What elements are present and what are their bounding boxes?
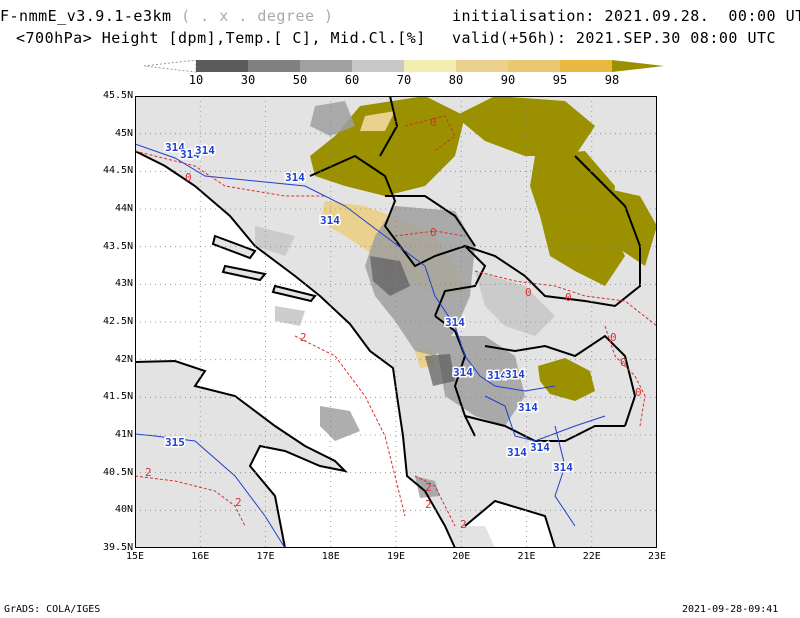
- lon-label: 23E: [647, 551, 667, 562]
- temp-contour-label: 2: [300, 331, 307, 344]
- temp-contour-label: 0: [620, 356, 627, 369]
- height-contour-label: 314: [453, 366, 473, 379]
- colorbar: [144, 60, 664, 73]
- lon-label: 22E: [582, 551, 601, 562]
- colorbar-tick-label: 50: [292, 73, 308, 87]
- colorbar-segment: [300, 60, 352, 72]
- height-contour-label: 314: [530, 441, 550, 454]
- temp-contours: [135, 115, 657, 527]
- temp-contour-label: 0: [565, 291, 572, 304]
- colorbar-segment: [404, 60, 456, 72]
- colorbar-tick-label: 98: [604, 73, 620, 87]
- height-contour-label: 314: [445, 316, 465, 329]
- lat-label: 45.5N: [103, 90, 134, 101]
- land-greece: [425, 491, 495, 548]
- lon-label: 18E: [321, 551, 340, 562]
- colorbar-segment: [196, 60, 248, 72]
- height-contour-label: 314: [165, 141, 185, 154]
- model-title: F-nmmE_v3.9.1-e3km ( . x . degree ): [0, 7, 334, 25]
- colorbar-tick-label: 90: [500, 73, 516, 87]
- height-contour-label: 314: [487, 369, 507, 382]
- height-contour-label: 314: [285, 171, 305, 184]
- colorbar-segment: [352, 60, 404, 72]
- colorbar-right-arrow: [612, 60, 664, 72]
- lat-label: 44.5N: [103, 165, 134, 177]
- temp-contour-label: 2: [145, 466, 152, 479]
- lat-label: 43.5N: [103, 240, 134, 252]
- lat-label: 40N: [114, 504, 133, 516]
- height-contour-label: 315: [165, 436, 185, 449]
- temp-contour-label: 2: [425, 498, 432, 511]
- map-frame: [135, 96, 657, 548]
- lat-label: 41N: [114, 429, 133, 440]
- lat-label: 42N: [114, 353, 133, 365]
- temp-contour-label: 0: [430, 116, 437, 129]
- initialisation-line: initialisation: 2021.09.28. 00:00 UTC: [452, 7, 800, 25]
- land-islands: [211, 234, 317, 303]
- lat-label: 43N: [114, 278, 133, 290]
- lat-label: 40.5N: [103, 466, 134, 478]
- temp-contour-label: 2: [425, 481, 432, 494]
- lat-label: 41.5N: [103, 391, 134, 403]
- temp-contour-label: 0: [430, 226, 437, 239]
- temp-contour-label: 0: [525, 286, 532, 299]
- lon-label: 21E: [517, 551, 536, 562]
- lat-label: 42.5N: [103, 316, 134, 327]
- temp-contour-label: 2: [235, 496, 242, 509]
- cloud-50: [310, 101, 525, 498]
- height-contour-label: 314: [507, 446, 527, 459]
- lon-label: 20E: [452, 551, 471, 562]
- temp-contour-label: 0: [635, 386, 642, 399]
- colorbar-segment: [508, 60, 560, 72]
- colorbar-tick-label: 70: [396, 73, 412, 87]
- lat-label: 45N: [114, 127, 133, 139]
- height-contour-label: 314: [553, 461, 573, 474]
- footer-right: 2021-09-28-09:41: [682, 604, 779, 615]
- colorbar-tick-label: 95: [552, 73, 568, 87]
- height-contour-label: 314: [505, 368, 525, 381]
- fields-subtitle: <700hPa> Height [dpm],Temp.[ C], Mid.Cl.…: [16, 29, 426, 47]
- coastlines: [135, 150, 556, 548]
- height-contour-label: 314: [195, 144, 215, 157]
- temp-contour-label: 2: [460, 518, 467, 531]
- colorbar-tick-label: 80: [448, 73, 464, 87]
- cloud-60: [255, 226, 555, 336]
- lon-label: 17E: [256, 551, 275, 562]
- temp-contour-label: 0: [610, 331, 617, 344]
- footer-left: GrADS: COLA/IGES: [4, 604, 101, 615]
- height-contour-label: 314: [320, 214, 340, 227]
- valid-time-line: valid(+56h): 2021.SEP.30 08:00 UTC: [452, 29, 777, 47]
- height-contours: [135, 143, 606, 548]
- colorbar-segment: [248, 60, 300, 72]
- colorbar-left-arrow: [144, 60, 197, 73]
- lon-label: 19E: [386, 551, 406, 562]
- cloud-10: [370, 256, 455, 386]
- lon-label: 15E: [125, 551, 145, 562]
- colorbar-segment: [456, 60, 508, 72]
- height-contour-label: 314: [518, 401, 538, 414]
- lat-label: 44N: [114, 203, 133, 214]
- graticule: [135, 96, 657, 548]
- country-borders: [309, 96, 641, 442]
- temp-contour-label: 0: [185, 171, 192, 184]
- colorbar-tick-label: 60: [344, 73, 360, 87]
- projection-label: ( . x . degree ): [181, 7, 334, 25]
- lon-label: 16E: [191, 551, 210, 562]
- land-italy: [135, 361, 345, 548]
- height-contour-label: 314: [180, 148, 200, 161]
- lat-label: 39.5N: [103, 542, 134, 553]
- colorbar-segment: [560, 60, 612, 72]
- colorbar-tick-label: 10: [188, 73, 204, 87]
- colorbar-tick-label: 30: [240, 73, 256, 87]
